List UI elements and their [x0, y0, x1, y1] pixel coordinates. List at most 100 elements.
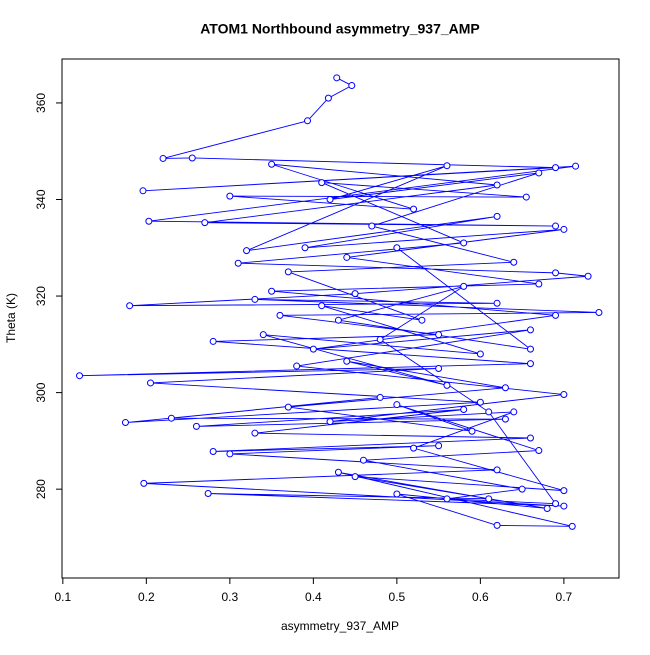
point [460, 406, 468, 414]
point [147, 379, 155, 387]
chart-title: ATOM1 Northbound asymmetry_937_AMP [200, 21, 480, 37]
point [493, 521, 501, 529]
point [209, 337, 217, 345]
y-tick-label: 280 [34, 479, 48, 499]
point [443, 162, 451, 170]
x-tick-label: 0.2 [138, 590, 155, 604]
y-tick-label: 360 [34, 93, 48, 113]
x-tick-label: 0.3 [222, 590, 239, 604]
x-tick-label: 0.4 [305, 590, 322, 604]
point [268, 287, 276, 295]
x-tick-label: 0.6 [472, 590, 489, 604]
point [560, 391, 568, 399]
point [351, 473, 359, 481]
point [493, 466, 501, 474]
point [560, 225, 568, 233]
point [476, 350, 484, 358]
point [418, 316, 426, 324]
point [359, 456, 367, 464]
point [501, 415, 509, 423]
point [126, 302, 134, 310]
point [493, 181, 501, 189]
point [518, 485, 526, 493]
point [535, 280, 543, 288]
point [526, 345, 534, 353]
x-tick-label: 0.5 [389, 590, 406, 604]
point [460, 282, 468, 290]
point [552, 500, 560, 508]
point [443, 381, 451, 389]
point [309, 345, 317, 353]
point [276, 311, 284, 319]
point [226, 450, 234, 458]
point [204, 490, 212, 498]
point [443, 495, 451, 503]
series-line [79, 77, 599, 527]
point [522, 193, 530, 201]
point [560, 502, 568, 510]
point [468, 427, 476, 435]
point [435, 442, 443, 450]
point [188, 154, 196, 162]
point [568, 522, 576, 530]
point [140, 479, 148, 487]
point [201, 219, 209, 227]
point [318, 179, 326, 187]
point [159, 154, 167, 162]
y-tick-label: 300 [34, 382, 48, 402]
point [526, 326, 534, 334]
point [552, 269, 560, 277]
point [334, 316, 342, 324]
plot-frame [61, 58, 620, 579]
point [76, 372, 84, 380]
x-tick-label: 0.1 [54, 590, 71, 604]
point [326, 418, 334, 426]
x-axis-label: asymmetry_937_AMP [281, 619, 399, 633]
point [251, 295, 259, 303]
point [284, 403, 292, 411]
point [410, 205, 418, 213]
point [393, 401, 401, 409]
point [510, 408, 518, 416]
point [192, 422, 200, 430]
point [268, 160, 276, 168]
point [243, 247, 251, 255]
point [526, 434, 534, 442]
point [526, 360, 534, 368]
point [301, 244, 309, 252]
point [552, 222, 560, 230]
y-tick-label: 340 [34, 189, 48, 209]
point [293, 362, 301, 370]
point [543, 504, 551, 512]
point [493, 212, 501, 220]
point [284, 268, 292, 276]
point [209, 448, 217, 456]
point [410, 444, 418, 452]
point [343, 357, 351, 365]
point [493, 299, 501, 307]
point [326, 195, 334, 203]
point [226, 192, 234, 200]
point [376, 393, 384, 401]
point [318, 302, 326, 310]
point [121, 419, 129, 427]
point [584, 272, 592, 280]
point [259, 331, 267, 339]
point [552, 311, 560, 319]
point [167, 414, 175, 422]
x-tick-label: 0.7 [556, 590, 573, 604]
point [535, 447, 543, 455]
point [343, 253, 351, 261]
point [251, 429, 259, 437]
point [476, 398, 484, 406]
point [485, 495, 493, 503]
point [510, 258, 518, 266]
point [552, 164, 560, 172]
point [333, 74, 341, 82]
point [572, 162, 580, 170]
y-axis-label: Theta (K) [4, 293, 18, 343]
point [595, 308, 603, 316]
point [334, 468, 342, 476]
point [393, 244, 401, 252]
